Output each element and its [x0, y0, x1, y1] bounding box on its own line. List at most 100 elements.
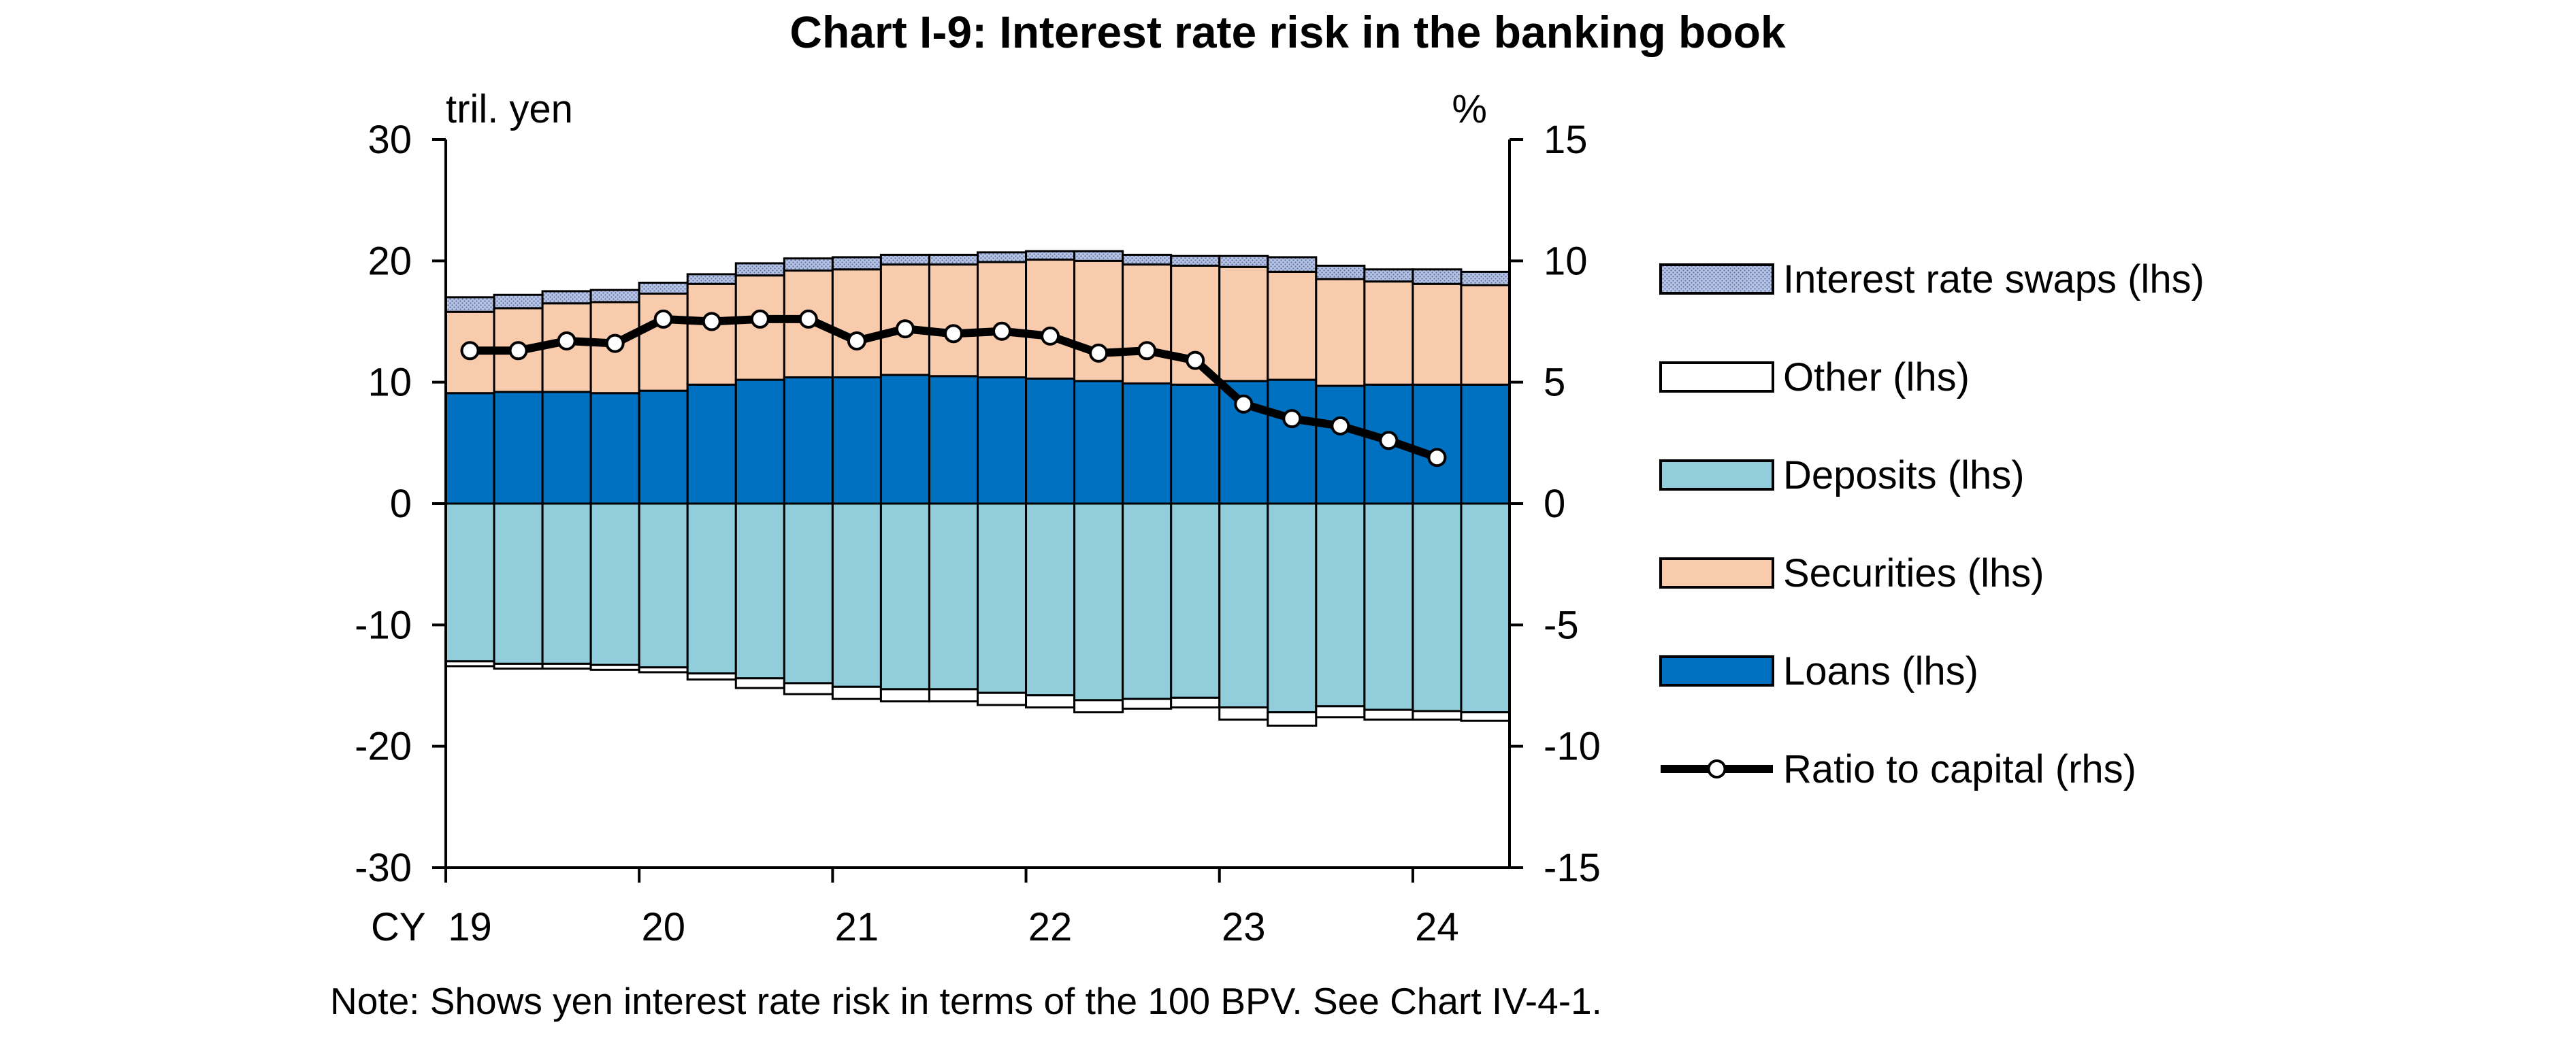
bar-deposits	[734, 502, 785, 680]
ratio-to-capital-point	[508, 341, 528, 361]
bar-loans	[977, 376, 1028, 505]
bar-interest-rate-swaps	[783, 257, 834, 272]
bar-deposits	[493, 502, 544, 665]
right-axis-tick-label: 0	[1544, 482, 1565, 526]
right-axis-tick-label: -15	[1544, 846, 1601, 890]
bar-deposits	[589, 502, 640, 666]
ratio-to-capital-point	[943, 324, 963, 344]
bar-interest-rate-swaps	[1025, 250, 1076, 261]
right-axis-tick-label: -5	[1544, 603, 1579, 647]
legend-label-other: Other (lhs)	[1783, 355, 1970, 399]
bar-interest-rate-swaps	[1315, 264, 1366, 280]
bar-interest-rate-swaps	[1218, 255, 1269, 268]
bar-loans	[493, 391, 544, 505]
legend-marker-ratio-to-capital	[1707, 759, 1727, 778]
bar-deposits	[1073, 502, 1124, 702]
bar-other	[1315, 705, 1366, 719]
x-axis-tick-label: 22	[1028, 905, 1073, 949]
bar-securities	[1460, 284, 1511, 386]
ratio-to-capital-point	[1186, 350, 1205, 370]
bar-deposits	[444, 502, 495, 663]
legend-label-securities: Securities (lhs)	[1783, 551, 2044, 595]
x-axis-prefix: CY	[371, 905, 426, 949]
bar-other	[1170, 696, 1221, 709]
ratio-to-capital-point	[605, 333, 625, 353]
bar-interest-rate-swaps	[1122, 253, 1173, 266]
bar-loans	[734, 378, 785, 505]
right-axis-tick-label: 10	[1544, 239, 1588, 283]
bar-securities	[1363, 280, 1414, 386]
bar-interest-rate-swaps	[1363, 268, 1414, 283]
bar-securities	[1073, 259, 1124, 382]
ratio-to-capital-point	[1089, 343, 1109, 363]
legend-swatch-securities	[1659, 557, 1774, 589]
bar-interest-rate-swaps	[686, 273, 737, 285]
bar-other	[1025, 694, 1076, 709]
ratio-to-capital-point	[1137, 341, 1157, 361]
bar-loans	[1315, 384, 1366, 505]
legend-label-loans: Loans (lhs)	[1783, 649, 1978, 693]
bar-deposits	[1363, 502, 1414, 711]
bar-interest-rate-swaps	[541, 290, 592, 305]
x-axis-tick-label: 19	[448, 905, 492, 949]
bar-other	[734, 677, 785, 689]
bar-loans	[686, 383, 737, 505]
bar-loans	[928, 375, 979, 505]
bar-deposits	[1267, 502, 1318, 714]
bar-securities	[831, 268, 882, 379]
legend-label-ratio-to-capital: Ratio to capital (rhs)	[1783, 747, 2136, 791]
bar-interest-rate-swaps	[879, 253, 930, 266]
ratio-to-capital-point	[1282, 409, 1302, 429]
bar-loans	[1267, 378, 1318, 505]
bar-interest-rate-swaps	[1412, 268, 1463, 285]
x-axis-tick-label: 23	[1222, 905, 1266, 949]
ratio-to-capital-point	[702, 312, 721, 331]
bar-securities	[1025, 259, 1076, 380]
bar-other	[928, 688, 979, 703]
bar-loans	[1170, 383, 1221, 505]
ratio-to-capital-point	[1234, 394, 1254, 414]
bar-securities	[1122, 263, 1173, 384]
bar-other	[541, 662, 592, 670]
left-axis-tick-label: -10	[355, 603, 412, 647]
ratio-to-capital-point	[847, 331, 866, 351]
right-axis-tick-label: 15	[1544, 118, 1588, 162]
bar-deposits	[1025, 502, 1076, 697]
bar-loans	[589, 392, 640, 505]
bar-interest-rate-swaps	[1073, 250, 1124, 262]
bar-securities	[1267, 270, 1318, 381]
legend-swatch-deposits	[1659, 459, 1774, 491]
bar-loans	[1412, 383, 1463, 505]
bar-other	[1412, 710, 1463, 721]
bar-deposits	[1170, 502, 1221, 699]
bar-other	[1218, 706, 1269, 721]
bar-interest-rate-swaps	[734, 262, 785, 277]
bar-loans	[444, 392, 495, 505]
x-axis-tick-label: 20	[641, 905, 685, 949]
ratio-to-capital-point	[557, 331, 576, 351]
legend-label-deposits: Deposits (lhs)	[1783, 453, 2025, 497]
legend-swatch-interest-rate-swaps	[1659, 263, 1774, 295]
bar-interest-rate-swaps	[589, 289, 640, 303]
bar-loans	[1073, 380, 1124, 505]
ratio-line-layer	[460, 309, 1447, 467]
bar-other	[1122, 698, 1173, 710]
ratio-to-capital-point	[1427, 448, 1447, 467]
bar-deposits	[686, 502, 737, 675]
legend-swatch-other	[1659, 361, 1774, 393]
axes-layer: 30 15 20 10 10 5 0 0 -10 -5 -20 -10 -30 -15 19 20 21 22 23…	[355, 118, 1601, 949]
right-axis-tick-label: -10	[1544, 725, 1601, 769]
bar-deposits	[1315, 502, 1366, 708]
bar-deposits	[638, 502, 689, 669]
left-axis-tick-label: 10	[368, 361, 412, 405]
ratio-to-capital-point	[798, 309, 818, 329]
legend: Interest rate swaps (lhs) Other (lhs) Depo…	[1659, 257, 2204, 791]
bar-loans	[1460, 383, 1511, 505]
bar-other	[589, 663, 640, 671]
legend-label-interest-rate-swaps: Interest rate swaps (lhs)	[1783, 257, 2204, 301]
bar-loans	[783, 376, 834, 505]
bar-other	[686, 672, 737, 681]
bar-loans	[638, 389, 689, 505]
